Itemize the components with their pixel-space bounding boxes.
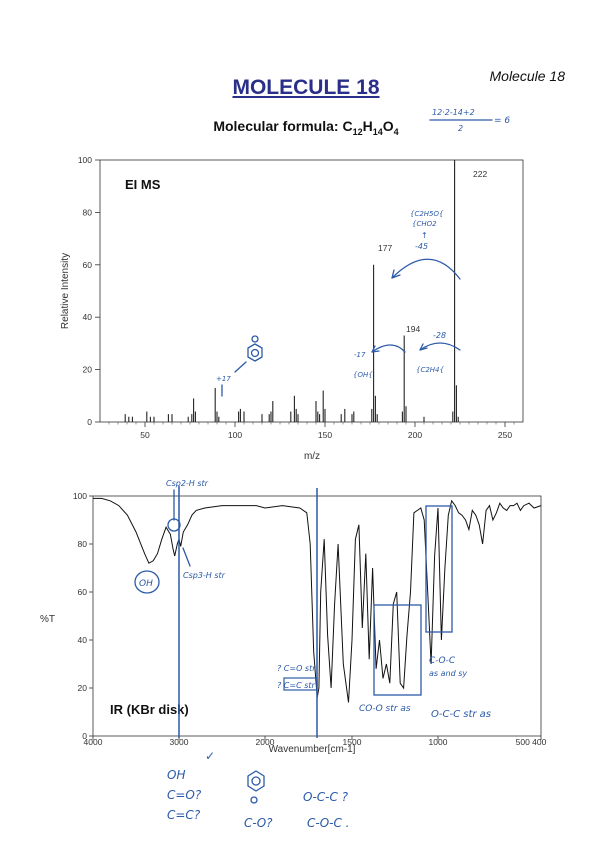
ms-y-tick-label-80: 80	[83, 207, 93, 217]
ir-note-csp3-arrow	[182, 547, 191, 567]
ms-x-tick-label-100: 100	[228, 430, 242, 440]
ms-y-tick-label-20: 20	[83, 365, 93, 375]
ir-chart-title: IR (KBr disk)	[110, 702, 189, 717]
benzene-sketch-note	[247, 770, 265, 792]
formula-h-count: 14	[372, 126, 383, 137]
note-c-o: C-O?	[244, 816, 273, 830]
ir-note-coc: C-O-C	[429, 656, 456, 666]
ms-x-tick-label-200: 200	[408, 430, 422, 440]
ir-box-co	[373, 604, 422, 696]
ir-y-tick-label-20: 20	[78, 683, 88, 693]
ir-x-axis-label: Wavenumber[cm-1]	[269, 744, 356, 755]
benzene-sketch-ms	[247, 343, 263, 362]
frag-oh: {OH{	[353, 371, 373, 379]
ir-y-axis-label: %T	[40, 614, 55, 625]
ir-note-cc: ? C=C str	[277, 681, 316, 690]
ir-note-csp2: Csp2-H str	[166, 479, 209, 488]
molecular-formula: Molecular formula: C12H14O4	[0, 118, 599, 137]
ms-peak-label-194: 194	[406, 324, 420, 334]
ir-note-ococ: O-C-C str as	[431, 709, 491, 720]
frag-box-bottom: {CHO2	[412, 220, 437, 228]
ir-box-cc	[283, 677, 318, 691]
dbe-result: = 6	[494, 116, 510, 126]
dbe-denominator: 2	[458, 124, 463, 133]
ms-peak-label-177: 177	[378, 243, 392, 253]
ms-y-tick-label-60: 60	[83, 260, 93, 270]
frag-loss-17: -17	[354, 351, 366, 359]
arrow-194-to-177	[371, 344, 406, 353]
note-cc: C=C?	[167, 808, 201, 822]
ir-x-tick-label-4000: 4000	[84, 737, 103, 747]
arrow-benzene	[234, 361, 247, 373]
frag-box-top: {C2H5O{	[410, 210, 444, 218]
ms-peak-label-222: 222	[473, 169, 487, 179]
ir-circle-oh	[134, 570, 160, 594]
ms-x-tick-label-150: 150	[318, 430, 332, 440]
ms-peaks	[124, 160, 459, 422]
ms-y-axis-label: Relative Intensity	[60, 253, 71, 329]
page-title: MOLECULE 18	[232, 76, 380, 99]
ms-chart: 50 100 150 200 250 0 20 40 60 80 100 EI MS m/z Rel…	[60, 155, 524, 462]
ir-x-tick-label-1500: 1500	[343, 737, 362, 747]
benzene-sketch-note-sub	[250, 796, 258, 804]
frag-loss-28: -28	[433, 331, 446, 340]
ir-axes: 4000 3000 2000 1500 1000 500 400 0 20 40 60 80 100	[73, 491, 547, 747]
ir-y-tick-label-0: 0	[82, 731, 87, 741]
dbe-numerator: 12·2-14+2	[432, 108, 475, 117]
benzene-sketch-note-ring	[251, 776, 261, 786]
ir-y-tick-label-60: 60	[78, 587, 88, 597]
ir-y-tick-label-100: 100	[73, 491, 87, 501]
arrow-head-17	[371, 345, 380, 353]
ir-note-csp3: Csp3-H str	[183, 571, 226, 580]
formula-o: O	[382, 118, 394, 134]
ms-y-tick-label-100: 100	[78, 155, 92, 165]
ms-x-tick-label-50: 50	[140, 430, 150, 440]
frag-arrow-mark: ↑	[421, 231, 428, 240]
ir-x-tick-label-400: 500 400	[516, 737, 547, 747]
ms-x-tick-label-250: 250	[498, 430, 512, 440]
ir-note-co: ? C=O str	[277, 664, 316, 673]
note-oh: OH	[167, 768, 185, 782]
ms-y-tick-label-0: 0	[87, 417, 92, 427]
ir-y-tick-label-80: 80	[78, 539, 88, 549]
ms-chart-title: EI MS	[125, 177, 161, 192]
ir-note-co-o: CO-O str as	[359, 704, 411, 714]
note-coc: C-O-C .	[307, 816, 350, 830]
ir-box-coc	[425, 505, 453, 633]
benzene-sketch-ms-ring	[250, 348, 260, 358]
handwritten-annotations: 12·2-14+2 2 = 6 {C2H5O{ {CHO2 ↑ -45 -28 …	[134, 108, 510, 830]
ms-plot-frame	[99, 159, 524, 423]
ir-x-tick-label-1000: 1000	[429, 737, 448, 747]
note-co: C=O?	[167, 788, 202, 802]
ms-y-tick-label-40: 40	[83, 312, 93, 322]
ir-note-coc-sub: as and sy	[429, 669, 467, 678]
frag-c2h4: {C2H4{	[416, 366, 445, 374]
page-header-label: Molecule 18	[489, 68, 566, 84]
frag-loss-45: -45	[415, 242, 428, 251]
note-check: ✓	[205, 749, 215, 763]
ir-x-tick-label-2000: 2000	[256, 737, 275, 747]
formula-c: C	[342, 118, 353, 134]
formula-prefix: Molecular formula:	[213, 118, 343, 134]
benzene-sketch-ms-sub	[251, 335, 259, 343]
formula-h: H	[362, 118, 373, 134]
note-occ: O-C-C ?	[303, 790, 349, 804]
ir-circle-csp2	[167, 518, 181, 532]
frag-plus17: +17	[216, 375, 231, 383]
arrow-222-to-194	[419, 342, 461, 351]
arrow-222-to-177	[391, 258, 461, 280]
arrow-head-194	[419, 343, 428, 351]
ms-x-axis-label: m/z	[304, 451, 320, 462]
formula-c-count: 12	[352, 126, 363, 137]
ir-y-tick-label-40: 40	[78, 635, 88, 645]
ms-axes: 50 100 150 200 250 0 20 40 60 80 100	[78, 155, 515, 440]
arrow-head-177	[391, 269, 401, 279]
ir-x-tick-label-3000: 3000	[170, 737, 189, 747]
ir-note-oh: OH	[139, 579, 153, 589]
formula-o-count: 4	[393, 126, 399, 137]
